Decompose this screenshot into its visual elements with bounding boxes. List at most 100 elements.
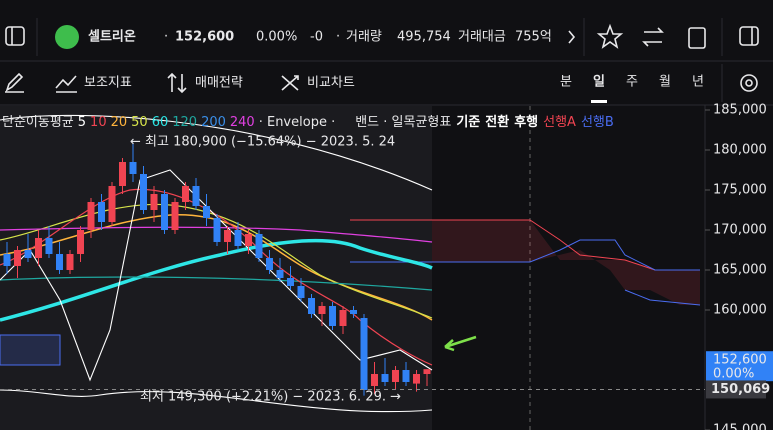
cloud-left <box>0 334 61 366</box>
candle-body <box>360 318 368 390</box>
legend: 단순이동평균 5 10 20 50 60 120 200 240 · Envelope · 밴드 ·… <box>2 114 614 130</box>
legend-period: 5 <box>78 115 86 130</box>
legend-period: 20 <box>111 115 128 130</box>
candle-body <box>24 250 32 258</box>
candle-body <box>14 250 21 266</box>
settings-icon[interactable] <box>740 74 758 92</box>
reference-price: 150,069 <box>711 382 770 397</box>
candle-body <box>98 202 105 222</box>
change-pct: 0.00% <box>256 30 297 45</box>
panel-icon[interactable] <box>739 26 759 46</box>
candle-body <box>381 374 389 382</box>
candle-body <box>192 186 200 206</box>
y-tick-label: 145,000 <box>713 423 767 430</box>
candle-body <box>234 230 242 246</box>
candle-body <box>371 374 378 386</box>
period-underline <box>591 100 607 103</box>
candle-body <box>224 230 231 242</box>
candle-body <box>140 174 147 210</box>
span-a <box>350 219 700 271</box>
draw-icon[interactable] <box>5 72 24 93</box>
memo-icon[interactable] <box>688 27 706 49</box>
y-tick-label: 175,000 <box>713 183 767 198</box>
candle-body <box>66 254 74 270</box>
legend-label: 단순이동평균 <box>2 115 74 130</box>
reference-box <box>706 380 766 399</box>
candle-body <box>213 218 221 242</box>
switch-icon[interactable] <box>642 27 664 47</box>
price: 152,600 <box>175 30 234 45</box>
candle-body <box>45 238 53 254</box>
strategy-icon[interactable] <box>167 72 187 94</box>
compare-icon[interactable] <box>281 75 299 91</box>
favorite-icon[interactable] <box>596 23 624 49</box>
legend-ichimoku: 선행B <box>581 114 614 130</box>
candle-body <box>161 194 168 230</box>
candle-body <box>77 230 84 254</box>
change: -0 <box>310 30 323 45</box>
candle-body <box>203 206 210 218</box>
legend-band: 밴드 · 일목균형표 <box>355 115 451 130</box>
more-arrow[interactable] <box>568 30 576 44</box>
legend-ichimoku: 전환 <box>485 114 509 130</box>
span-b <box>350 239 701 306</box>
candle-body <box>129 162 137 174</box>
candle-body <box>87 202 95 230</box>
legend-ichimoku: 기준 <box>456 115 480 130</box>
low-annotation: 최저 149,300 (+2.21%) − 2023. 6. 29. → <box>140 390 401 405</box>
y-tick-label: 185,000 <box>713 103 767 118</box>
current-price: 152,600 <box>713 353 767 368</box>
period-tab[interactable]: 분 <box>560 75 572 90</box>
candle-body <box>423 369 431 374</box>
y-tick-label: 170,000 <box>713 223 767 238</box>
toolbar-item[interactable]: 보조지표 <box>84 76 132 91</box>
y-tick-label: 180,000 <box>713 143 767 158</box>
cloud <box>432 220 700 305</box>
amount: 755억 <box>515 30 552 45</box>
candle-body <box>3 254 11 266</box>
candle-body <box>182 186 189 202</box>
candle-body <box>108 186 116 222</box>
period-tab[interactable]: 년 <box>692 75 704 90</box>
candle-body <box>171 202 179 230</box>
legend-period: 200 <box>201 115 226 130</box>
period-tab[interactable]: 일 <box>593 75 605 90</box>
sidebar-icon[interactable] <box>5 26 25 46</box>
indicator-icon[interactable] <box>55 75 77 93</box>
candle-body <box>119 162 126 186</box>
legend-envelope: · Envelope · <box>259 115 336 130</box>
legend-period: 120 <box>172 115 197 130</box>
candle-body <box>266 258 273 270</box>
ma-line <box>0 226 433 243</box>
toolbar-item[interactable]: 매매전략 <box>195 76 243 91</box>
high-annotation: ← 최고 180,900 (−15.64%) − 2023. 5. 24 <box>130 135 395 150</box>
stock-name: 셀트리온 <box>88 29 136 45</box>
price-axis: 145,000 160,000 165,000 170,000 175,000 180,0… <box>0 103 773 430</box>
current-price-box <box>706 351 773 382</box>
candle-body <box>329 306 336 326</box>
current-pct: 0.00% <box>713 367 754 382</box>
toolbar-item[interactable]: 비교차트 <box>307 76 355 91</box>
ma-line <box>0 276 433 291</box>
legend-period: 50 <box>131 115 148 130</box>
legend-period: 60 <box>152 115 169 130</box>
toolbar: 보조지표 매매전략 비교차트 분 일 주 월 년 <box>5 64 758 103</box>
candle-body <box>339 310 347 326</box>
y-tick-label: 160,000 <box>713 303 767 318</box>
candle-body <box>150 194 158 210</box>
legend-period: 10 <box>90 115 107 130</box>
period-tab[interactable]: 월 <box>659 75 671 90</box>
pointer-arrow <box>444 335 477 352</box>
period-tab[interactable]: 주 <box>626 75 638 90</box>
candle-body <box>402 370 410 382</box>
candle-body <box>245 234 252 246</box>
stock-logo <box>55 25 79 49</box>
separator: · <box>336 30 340 45</box>
candles <box>3 142 431 396</box>
legend-ichimoku: 선행A <box>543 114 576 130</box>
candle-body <box>255 234 263 258</box>
ma-line <box>0 114 433 413</box>
candle-body <box>276 270 284 278</box>
candle-body <box>35 238 42 258</box>
